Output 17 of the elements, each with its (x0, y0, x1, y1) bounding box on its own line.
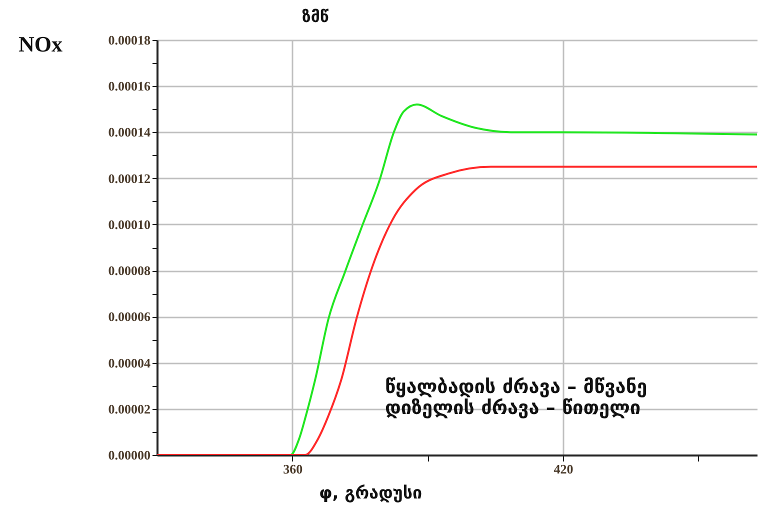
annotation: დიზელის ძრავა – წითელი (385, 397, 641, 419)
x-tick-label: 420 (554, 462, 574, 476)
chart-title: ზმწ (302, 7, 329, 26)
x-axis-title: φ, გრადუსი (318, 484, 422, 504)
y-tick-label: 0.00008 (108, 263, 151, 278)
y-tick-label: 0.00012 (108, 170, 150, 186)
y-tick-label: 0.00000 (108, 448, 150, 462)
y-tick-label: 0.00016 (108, 78, 151, 94)
x-tick-label: 360 (283, 462, 303, 476)
y-tick-label: 0.00010 (108, 216, 150, 232)
y-tick-label: 0.00006 (108, 309, 151, 324)
y-tick-label: 0.00014 (108, 124, 151, 140)
y-tick-label: 0.00004 (108, 355, 151, 370)
y-tick-label: 0.00018 (108, 32, 151, 48)
annotation: წყალბადის ძრავა – მწვანე (385, 376, 648, 398)
y-axis-title: NOx (18, 32, 62, 56)
y-tick-label: 0.00002 (108, 401, 150, 416)
